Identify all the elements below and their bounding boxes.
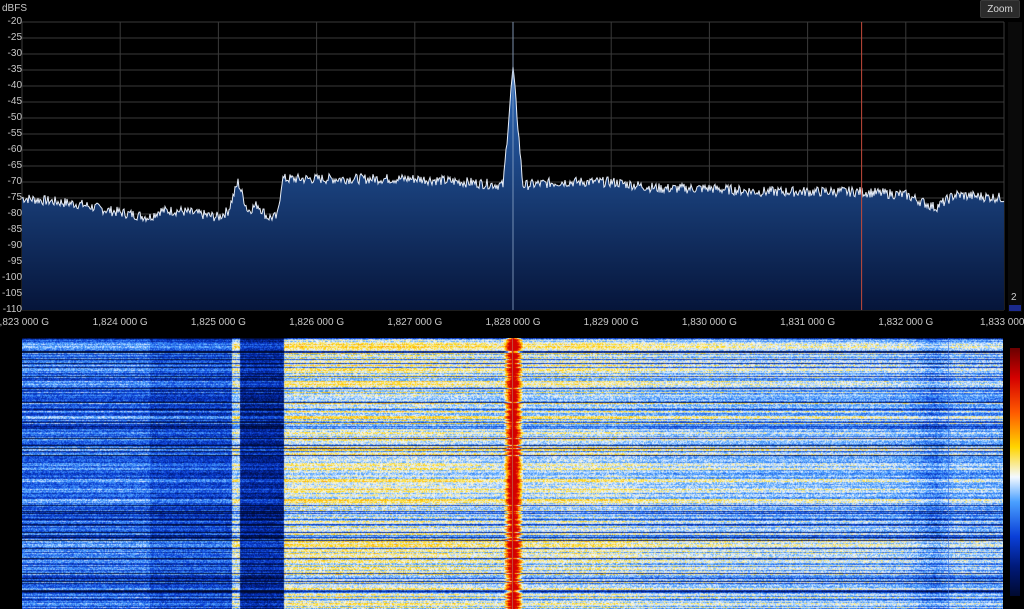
markers — [512, 22, 863, 310]
range-scroll-value: 2 — [1011, 292, 1017, 303]
y-tick-label: -60 — [7, 144, 22, 155]
y-tick-label: -80 — [7, 208, 22, 219]
y-tick-label: -105 — [1, 288, 22, 299]
spectrum-plot[interactable] — [0, 0, 1024, 332]
y-tick-label: -50 — [7, 112, 22, 123]
x-tick-label: 1,827 000 G — [387, 317, 443, 328]
spectrum-panel[interactable]: dBFS Zoom -20 -25 -30 -35 -40 -45 -50 -55 -60 -65… — [0, 0, 1024, 332]
y-tick-label: -45 — [7, 96, 22, 107]
y-tick-label: -75 — [7, 192, 22, 203]
range-scrollbar[interactable] — [1008, 22, 1022, 312]
zoom-button[interactable]: Zoom — [980, 0, 1020, 18]
x-tick-label: 1,829 000 G — [583, 317, 639, 328]
y-axis-unit-label: dBFS — [2, 3, 28, 14]
x-tick-label: 1,830 000 G — [681, 317, 737, 328]
tuning-marker-waterfall[interactable] — [512, 338, 513, 609]
secondary-marker-waterfall — [948, 338, 949, 609]
y-tick-label: -100 — [1, 272, 22, 283]
y-tick-label: -30 — [7, 48, 22, 59]
x-tick-label: 1,826 000 G — [289, 317, 345, 328]
range-scroll-thumb[interactable] — [1009, 305, 1021, 311]
y-tick-label: -90 — [7, 240, 22, 251]
y-tick-label: -55 — [7, 128, 22, 139]
y-tick-label: -110 — [2, 304, 22, 315]
y-tick-label: -95 — [7, 256, 22, 267]
x-tick-label: 1,831 000 G — [780, 317, 836, 328]
waterfall-panel[interactable] — [0, 336, 1024, 609]
y-tick-label: -70 — [7, 176, 22, 187]
y-tick-label: -40 — [7, 80, 22, 91]
y-tick-label: -65 — [7, 160, 22, 171]
x-tick-label: 1,832 000 G — [878, 317, 934, 328]
y-tick-label: -35 — [7, 64, 22, 75]
x-tick-label: 1,828 000 G — [485, 317, 541, 328]
x-tick-label: 1,823 000 G — [0, 317, 50, 328]
waterfall-color-scale — [1010, 348, 1020, 596]
y-tick-label: -85 — [7, 224, 22, 235]
x-tick-label: 1,824 000 G — [92, 317, 148, 328]
x-tick-label: 1,825 000 G — [190, 317, 246, 328]
x-tick-label: 1,833 000 G — [980, 317, 1024, 328]
y-tick-label: -20 — [7, 16, 22, 27]
y-tick-label: -25 — [7, 32, 22, 43]
